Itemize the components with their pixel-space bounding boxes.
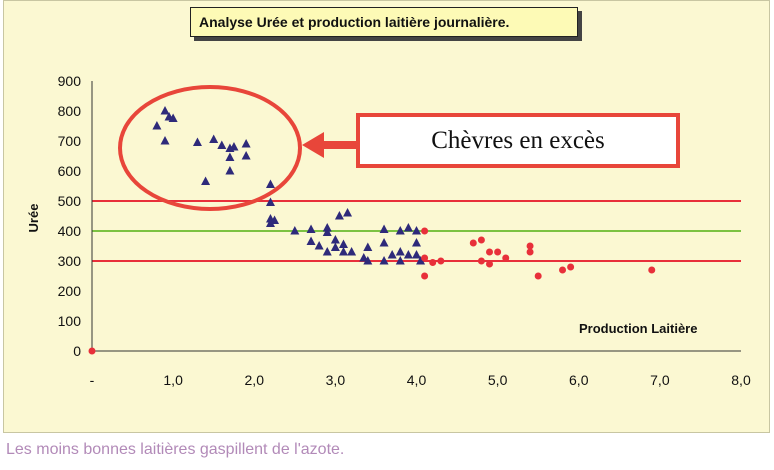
figure-caption: Les moins bonnes laitières gaspillent de…	[6, 441, 345, 458]
x-tick-label: 7,0	[650, 372, 670, 388]
triangle-point	[395, 247, 405, 256]
triangle-point	[306, 236, 316, 245]
triangle-point	[322, 223, 332, 232]
triangle-point	[168, 113, 178, 122]
circle-point	[534, 272, 542, 280]
triangle-point	[314, 241, 324, 250]
axes	[91, 81, 741, 352]
chart-title: Analyse Urée et production laitière jour…	[190, 7, 578, 37]
triangle-point	[359, 253, 369, 262]
x-axis-label: Production Laitière	[579, 321, 697, 336]
circle-point	[421, 254, 429, 262]
triangle-point	[290, 226, 300, 235]
y-tick-label: 600	[58, 163, 82, 179]
circle-point	[486, 260, 494, 268]
chart-panel: 0 100 200 300 400 500 600 700 800 900 - 1,0 2,0 3,0 4,…	[3, 0, 770, 433]
triangle-point	[412, 238, 421, 247]
circle-point	[526, 242, 534, 250]
y-tick-label: 500	[58, 193, 82, 209]
circle-point	[559, 266, 567, 274]
triangle-point	[265, 179, 275, 188]
x-tick-label: 2,0	[245, 372, 265, 388]
triangle-point	[209, 134, 219, 143]
triangle-point	[265, 197, 275, 206]
circle-point	[437, 257, 445, 265]
y-tick-label: 400	[58, 223, 82, 239]
triangle-point	[379, 256, 389, 265]
callout-arrow	[302, 132, 358, 158]
circle-point	[486, 248, 494, 256]
triangle-point	[403, 250, 413, 259]
triangle-point	[330, 242, 340, 251]
triangle-point	[379, 224, 389, 233]
triangle-point	[343, 208, 353, 217]
y-tick-label: 800	[58, 103, 82, 119]
y-tick-label: 700	[58, 133, 82, 149]
triangle-point	[403, 223, 413, 232]
triangle-point	[229, 142, 239, 151]
annotation-box: Chèvres en excès	[356, 113, 680, 168]
circle-point	[526, 248, 534, 256]
circle-point	[469, 239, 477, 247]
triangle-point	[201, 176, 211, 185]
triangle-point	[347, 247, 357, 256]
circle-point	[421, 272, 429, 280]
triangle-point	[338, 239, 348, 248]
triangle-point	[412, 226, 421, 235]
scatter-chart: 0 100 200 300 400 500 600 700 800 900 - 1,0 2,0 3,0 4,…	[26, 73, 751, 388]
triangle-point	[160, 136, 170, 145]
excess-goats-ellipse	[118, 85, 302, 211]
circle-point	[477, 257, 485, 265]
triangle-point	[322, 247, 332, 256]
x-tick-label: 6,0	[569, 372, 589, 388]
tick-labels: 0 100 200 300 400 500 600 700 800 900 - 1,0 2,0 3,0 4,…	[58, 73, 751, 388]
triangle-point	[387, 250, 397, 259]
triangle-point	[322, 227, 332, 236]
triangle-point	[306, 224, 316, 233]
triangle-point	[416, 256, 426, 265]
circle-point	[648, 266, 656, 274]
triangle-point	[270, 215, 280, 224]
triangle-point	[395, 226, 405, 235]
triangle-point	[217, 140, 227, 149]
data-points	[88, 106, 656, 355]
y-axis-label: Urée	[26, 204, 41, 233]
x-tick-label: 1,0	[163, 372, 183, 388]
y-tick-label: 200	[58, 283, 82, 299]
triangle-point	[241, 151, 251, 160]
x-tick-label: 3,0	[326, 372, 346, 388]
triangle-point	[225, 152, 235, 161]
triangle-point	[160, 106, 170, 115]
circle-point	[421, 227, 429, 235]
triangle-point	[265, 218, 275, 227]
triangle-point	[338, 247, 348, 256]
triangle-point	[152, 121, 162, 130]
circle-point	[429, 259, 437, 266]
triangle-point	[192, 137, 202, 146]
circle-point	[88, 347, 96, 355]
y-tick-label: 300	[58, 253, 82, 269]
x-tick-label: 5,0	[488, 372, 508, 388]
triangle-point	[241, 139, 251, 148]
y-tick-label: 900	[58, 73, 82, 89]
triangle-point	[363, 256, 373, 265]
triangle-point	[225, 166, 235, 175]
triangle-point	[330, 235, 340, 244]
circle-point	[567, 263, 575, 271]
circle-point	[477, 236, 485, 244]
triangle-point	[334, 211, 344, 220]
y-tick-label: 100	[58, 313, 82, 329]
circle-point	[494, 248, 502, 256]
triangle-point	[412, 250, 421, 259]
triangle-point	[395, 256, 405, 265]
x-tick-label: 4,0	[407, 372, 427, 388]
x-tick-label: -	[90, 372, 95, 388]
x-tick-label: 8,0	[731, 372, 751, 388]
triangle-point	[363, 242, 373, 251]
circle-point	[502, 254, 510, 262]
triangle-point	[379, 238, 389, 247]
y-tick-label: 0	[73, 343, 81, 359]
